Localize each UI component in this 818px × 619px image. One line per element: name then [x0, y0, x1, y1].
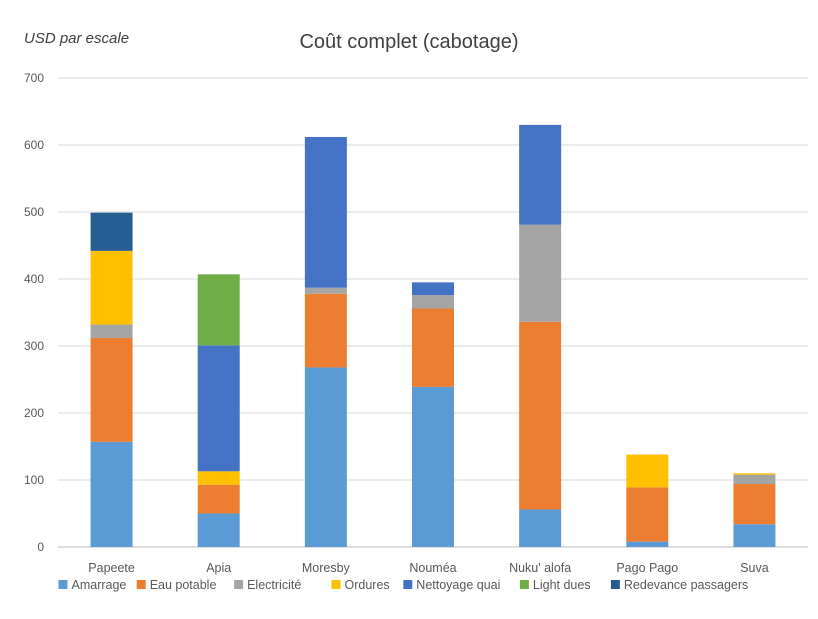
x-tick-label: Nuku' alofa	[509, 561, 571, 575]
legend-swatch	[58, 580, 68, 589]
bar-segment	[197, 274, 240, 346]
bar-segment	[304, 287, 347, 294]
y-tick-label: 200	[24, 406, 44, 420]
legend-label: Amarrage	[72, 578, 127, 592]
bar-segment	[90, 212, 133, 251]
bar-segment	[733, 473, 776, 475]
legend-label: Eau potable	[150, 578, 217, 592]
y-tick-label: 0	[37, 540, 44, 554]
x-tick-label: Suva	[740, 561, 769, 575]
bar-segment	[733, 524, 776, 547]
legend-label: Light dues	[533, 578, 591, 592]
bar-segment	[626, 541, 669, 547]
legend-label: Ordures	[345, 578, 390, 592]
bar-segment	[304, 293, 347, 368]
x-tick-label: Apia	[206, 561, 231, 575]
bar-segment	[412, 386, 454, 547]
y-tick-label: 600	[24, 138, 44, 152]
bar-segment	[90, 324, 133, 338]
legend-swatch	[234, 580, 244, 589]
bar-segment	[519, 124, 562, 225]
chart-title: Coût complet (cabotage)	[299, 31, 519, 53]
x-tick-label: Papeete	[88, 561, 135, 575]
legend-label: Electricité	[247, 578, 301, 592]
y-tick-label: 300	[24, 339, 44, 353]
bar-segment	[197, 484, 240, 514]
y-tick-label: 700	[24, 71, 44, 85]
bar-segment	[412, 282, 454, 296]
bar-segment	[733, 474, 776, 485]
legend-swatch	[610, 580, 620, 589]
bar-segment	[412, 295, 454, 309]
unit-label: USD par escale	[24, 30, 130, 47]
legend-swatch	[331, 580, 341, 589]
x-tick-label: Nouméa	[409, 561, 456, 575]
x-tick-label: Pago Pago	[616, 561, 678, 575]
bar-segment	[90, 250, 133, 325]
y-tick-label: 500	[24, 205, 44, 219]
bar-segment	[626, 487, 669, 542]
bar-segment	[197, 513, 240, 547]
bar-segment	[304, 367, 347, 547]
bar-segment	[626, 454, 669, 488]
legend-label: Redevance passagers	[624, 578, 748, 592]
bar-segment	[90, 337, 133, 442]
bar-segment	[304, 136, 347, 288]
bar-segment	[519, 224, 562, 322]
legend-label: Nettoyage quai	[416, 578, 500, 592]
bar-segment	[90, 441, 133, 547]
y-tick-label: 100	[24, 473, 44, 487]
legend-swatch	[403, 580, 413, 589]
bar-segment	[197, 471, 240, 485]
x-tick-label: Moresby	[302, 561, 351, 575]
legend-swatch	[519, 580, 529, 589]
bar-segment	[519, 321, 562, 510]
bar-segment	[519, 509, 562, 547]
bar-segment	[412, 308, 454, 387]
y-tick-label: 400	[24, 272, 44, 286]
bar-segment	[197, 345, 240, 472]
bar-segment	[733, 484, 776, 525]
legend-swatch	[136, 580, 146, 589]
